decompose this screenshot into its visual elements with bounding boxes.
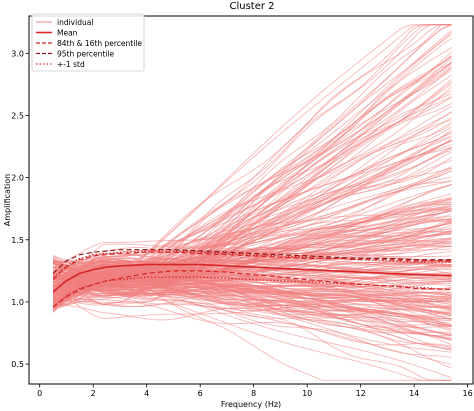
individual-curve bbox=[53, 83, 452, 288]
individual-curve bbox=[53, 24, 452, 280]
series-line-1 bbox=[52, 251, 452, 281]
y-axis: 0.5 1.0 1.5 2.0 2.5 3.0 bbox=[11, 49, 29, 369]
individual-curve bbox=[53, 51, 452, 308]
individual-curve bbox=[52, 206, 452, 309]
x-tick-label: 12 bbox=[356, 389, 366, 398]
legend-box bbox=[31, 13, 145, 72]
individual-curve bbox=[52, 93, 452, 299]
legend-label: 84th & 16th percentile bbox=[57, 39, 142, 48]
series-line-0 bbox=[52, 263, 452, 293]
series-line-4 bbox=[52, 250, 452, 278]
individual-curve bbox=[52, 265, 452, 287]
x-tick-label: 8 bbox=[251, 389, 256, 398]
individual-curve bbox=[52, 261, 452, 306]
individual-curve bbox=[53, 284, 452, 307]
individual-curve bbox=[52, 267, 452, 294]
individual-curve bbox=[52, 147, 452, 305]
individual-curve bbox=[52, 167, 452, 277]
legend-label: +-1 std bbox=[57, 60, 85, 69]
series-line-3 bbox=[52, 249, 452, 274]
y-tick-label: 2.5 bbox=[11, 111, 24, 120]
x-tick-label: 2 bbox=[91, 389, 96, 398]
individual-curve bbox=[53, 57, 452, 303]
legend-label: individual bbox=[57, 18, 93, 27]
x-tick-label: 6 bbox=[198, 389, 203, 398]
individual-curve bbox=[52, 266, 452, 353]
individual-curve bbox=[52, 159, 452, 290]
individual-curve bbox=[52, 63, 452, 302]
x-tick-label: 4 bbox=[144, 389, 149, 398]
individual-curve bbox=[53, 208, 452, 288]
individual-curve bbox=[53, 276, 452, 358]
individual-curve bbox=[53, 278, 452, 338]
statistic-curves bbox=[52, 249, 452, 308]
individual-curve bbox=[52, 201, 452, 313]
individual-curve bbox=[53, 37, 452, 266]
individual-curve bbox=[52, 139, 452, 283]
individual-curve bbox=[52, 263, 452, 307]
individual-curve bbox=[53, 65, 452, 263]
x-tick-label: 10 bbox=[302, 389, 312, 398]
individual-curve bbox=[52, 288, 452, 321]
y-tick-label: 0.5 bbox=[11, 360, 24, 369]
individual-curve bbox=[52, 263, 452, 300]
individual-curve bbox=[52, 140, 452, 276]
individual-curve bbox=[52, 208, 452, 285]
y-tick-label: 3.0 bbox=[11, 49, 24, 58]
x-tick-label: 16 bbox=[463, 389, 473, 398]
y-tick-label: 1.0 bbox=[11, 298, 24, 307]
series-line-5 bbox=[52, 276, 452, 308]
x-axis: 0 2 4 6 8 10 12 14 16 bbox=[37, 384, 473, 398]
x-tick-label: 14 bbox=[409, 389, 419, 398]
plot-frame bbox=[28, 15, 474, 385]
y-axis-label: Amplification bbox=[3, 174, 12, 226]
individual-curve bbox=[52, 210, 452, 306]
individual-curve bbox=[53, 291, 452, 318]
y-tick-label: 1.5 bbox=[11, 236, 24, 245]
individual-curve bbox=[53, 124, 452, 294]
individual-curve bbox=[52, 271, 452, 352]
individual-curve bbox=[53, 184, 452, 289]
legend-label: Mean bbox=[57, 29, 78, 38]
x-axis-label: Frequency (Hz) bbox=[221, 400, 281, 409]
x-tick-label: 0 bbox=[37, 389, 42, 398]
chart-title: Cluster 2 bbox=[229, 1, 274, 12]
y-tick-label: 2.0 bbox=[11, 174, 24, 183]
legend-label: 95th percentile bbox=[57, 50, 115, 59]
individual-curve bbox=[53, 291, 452, 340]
